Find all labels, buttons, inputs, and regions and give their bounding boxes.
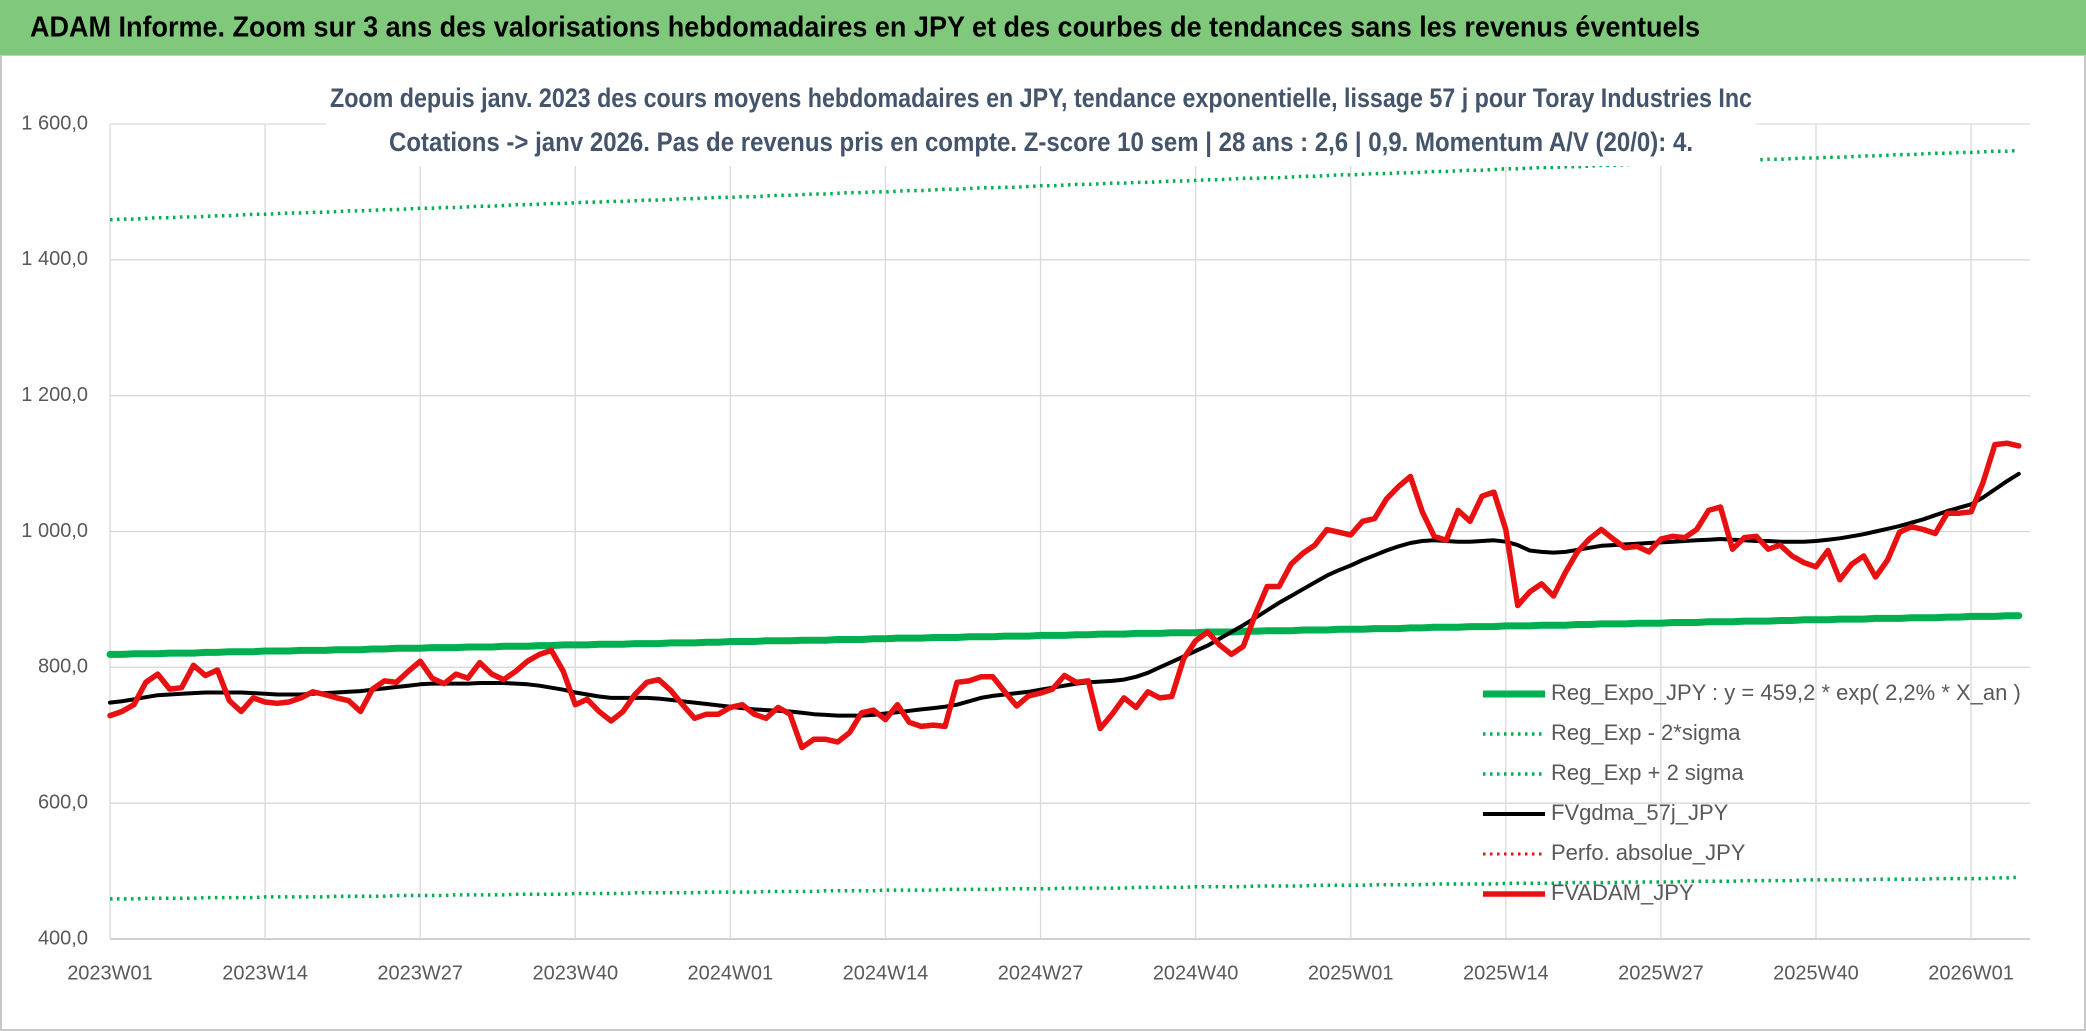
series-line [106, 612, 2023, 658]
legend-label: Reg_Exp - 2*sigma [1551, 720, 1741, 745]
chart-title: Zoom depuis janv. 2023 des cours moyens … [330, 83, 1752, 113]
y-tick-label: 1 200,0 [21, 384, 88, 406]
series-line [110, 875, 2019, 901]
header-bar [0, 0, 2086, 55]
x-tick-label: 2024W40 [1153, 962, 1239, 984]
y-tick-label: 400,0 [38, 927, 88, 949]
plot-area: 400,0 600,0 800,0 1 000,0 1 200,0 1 400,0 1 60… [21, 112, 2030, 984]
y-tick-label: 800,0 [38, 656, 88, 678]
legend-label: Reg_Exp + 2 sigma [1551, 760, 1744, 785]
y-tick-label: 1 000,0 [21, 520, 88, 542]
x-tick-label: 2025W01 [1308, 962, 1394, 984]
series-line [107, 440, 2022, 751]
legend: Reg_Expo_JPY : y = 459,2 * exp( 2,2% * X… [1483, 680, 2021, 905]
legend-label: FVgdma_57j_JPY [1551, 800, 1729, 825]
x-tick-label: 2026W01 [1928, 962, 2014, 984]
x-tick-label: 2023W27 [377, 962, 463, 984]
series-line [108, 471, 2021, 718]
chart-subtitle: Cotations -> janv 2026. Pas de revenus p… [389, 127, 1693, 157]
y-tick-label: 1 400,0 [21, 248, 88, 270]
title-box [326, 62, 1756, 166]
legend-label: Perfo. absolue_JPY [1551, 840, 1746, 865]
y-tick-label: 1 600,0 [21, 112, 88, 134]
x-tick-label: 2025W14 [1463, 962, 1549, 984]
x-tick-label: 2025W27 [1618, 962, 1704, 984]
legend-label: FVADAM_JPY [1551, 880, 1694, 905]
x-tick-label: 2025W40 [1773, 962, 1859, 984]
x-tick-label: 2024W01 [688, 962, 774, 984]
x-tick-label: 2024W14 [843, 962, 929, 984]
x-tick-label: 2023W40 [532, 962, 618, 984]
x-tick-label: 2023W01 [67, 962, 153, 984]
x-tick-label: 2023W14 [222, 962, 308, 984]
y-tick-label: 600,0 [38, 791, 88, 813]
header-title: ADAM Informe. Zoom sur 3 ans des valoris… [30, 12, 1700, 44]
legend-label: Reg_Expo_JPY : y = 459,2 * exp( 2,2% * X… [1551, 680, 2021, 705]
x-tick-label: 2024W27 [998, 962, 1084, 984]
